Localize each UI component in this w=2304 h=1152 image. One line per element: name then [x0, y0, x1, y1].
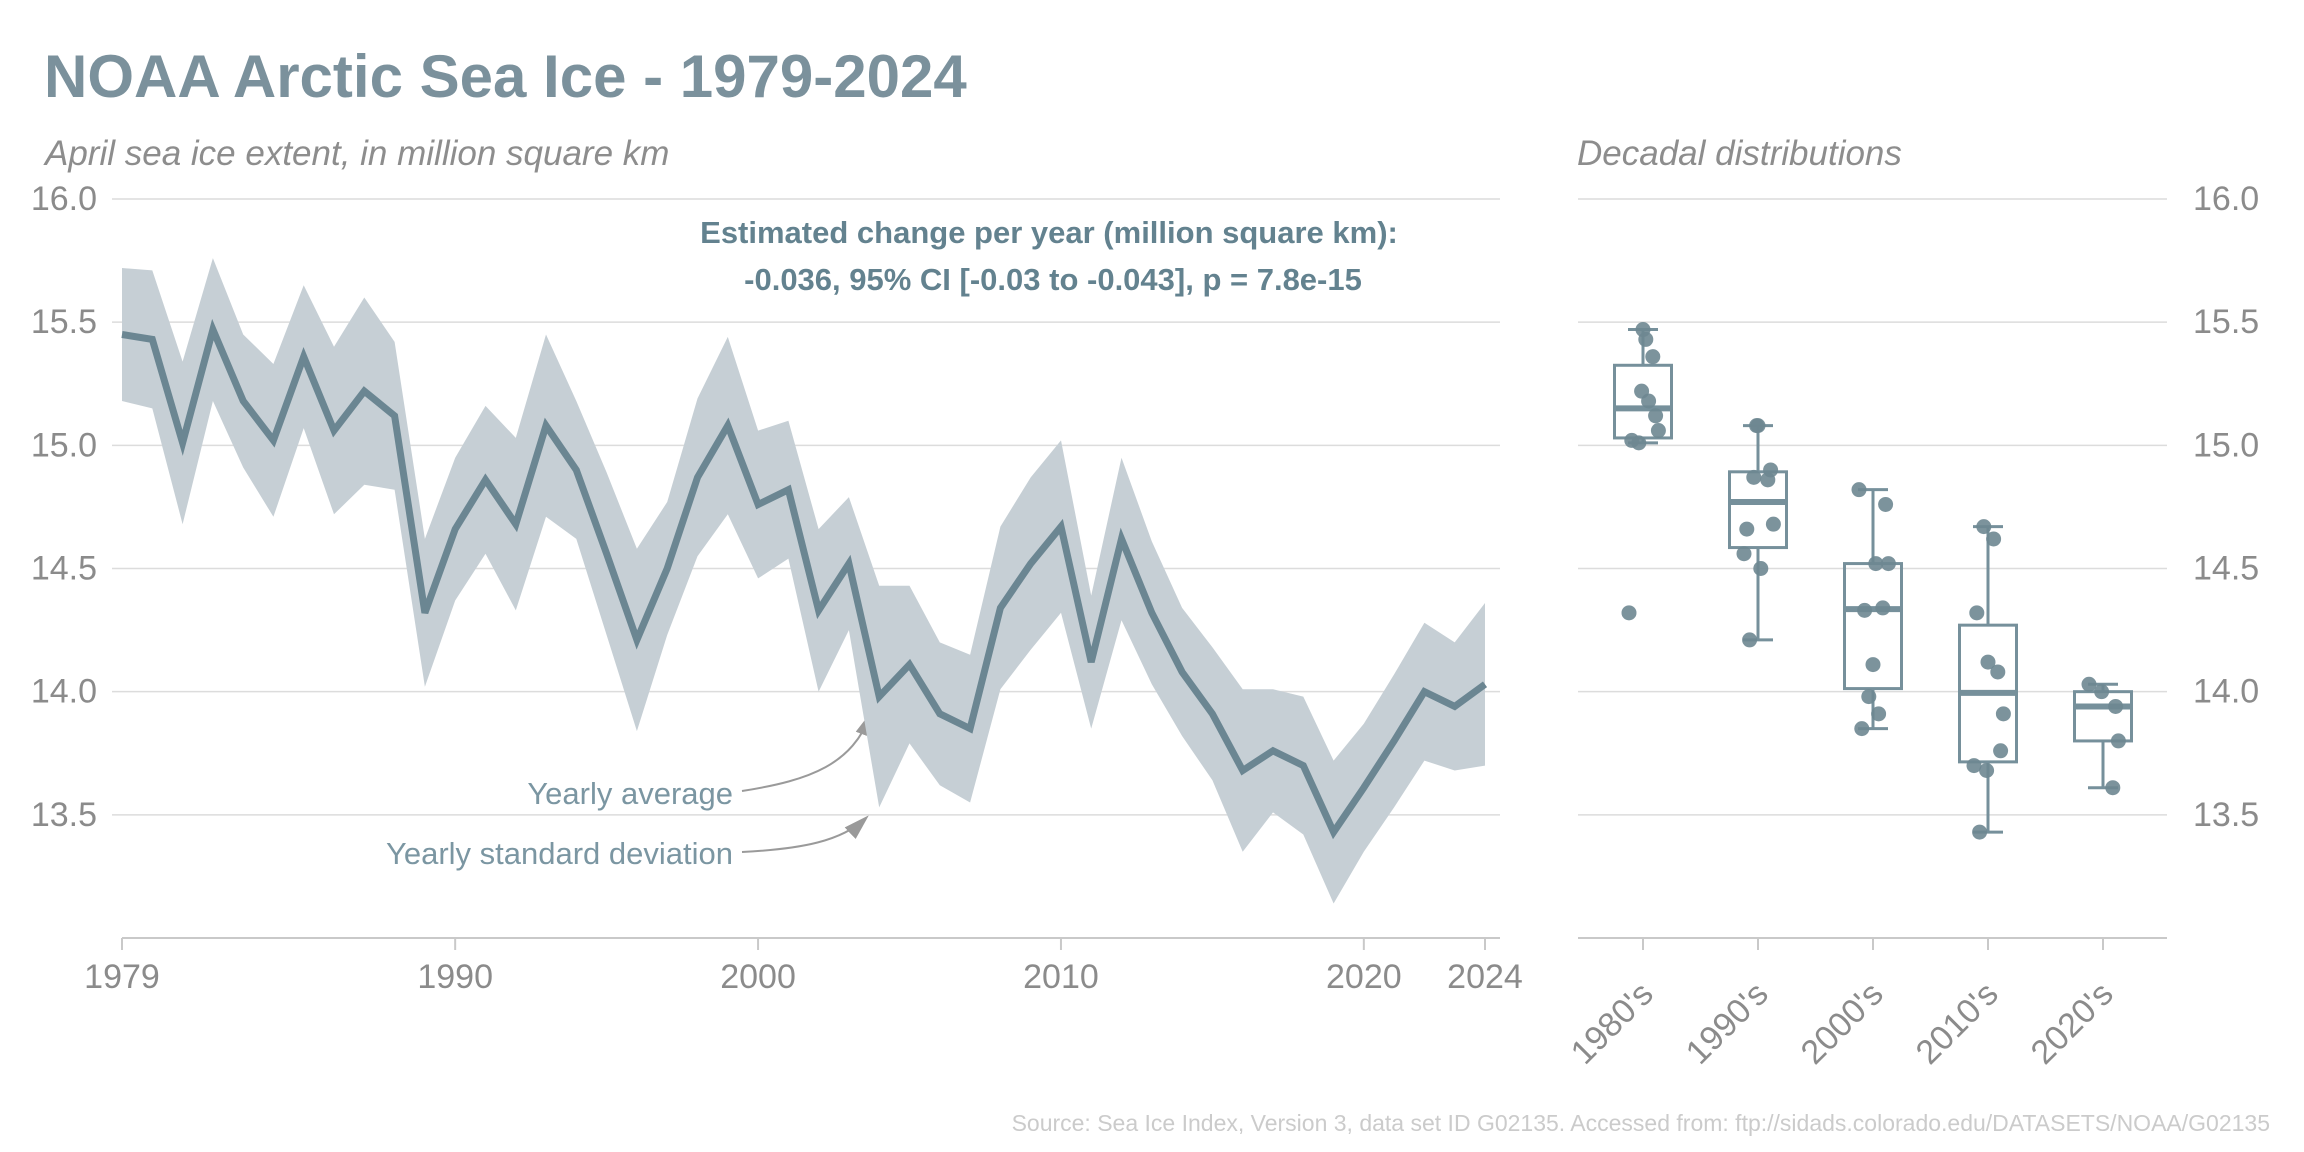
- box: [2073, 690, 2133, 743]
- trend-annotation-line1: Estimated change per year (million squar…: [700, 215, 1398, 250]
- data-point: [1742, 632, 1758, 648]
- y-axis-tick-label: 16.0: [31, 180, 97, 218]
- data-point: [1995, 706, 2011, 722]
- data-point: [1635, 322, 1651, 338]
- x-axis-tick-label: 2000: [720, 958, 796, 996]
- data-point: [1765, 516, 1781, 532]
- mean-line: [121, 318, 1488, 840]
- y-axis-tick-label: 14.0: [2193, 673, 2259, 711]
- x-axis-tick-label: 2024: [1447, 958, 1523, 996]
- y-axis-tick-label: 13.5: [2193, 796, 2259, 834]
- data-point: [1854, 721, 1870, 737]
- data-point: [1634, 383, 1650, 399]
- yearly-average-label: Yearly average: [527, 776, 733, 811]
- data-point: [1851, 482, 1867, 498]
- data-point: [2081, 676, 2097, 692]
- data-point: [1980, 654, 1996, 670]
- x-axis-category-label: 2020's: [2024, 975, 2121, 1072]
- data-point: [1753, 561, 1769, 576]
- boxplot-panel: 16.0 15.5 15.0 14.5 14.0 13.5 1980's 1990's 2000…: [1564, 180, 2260, 1072]
- data-point: [1648, 408, 1664, 424]
- data-point: [1875, 600, 1891, 616]
- timeseries-plot: 16.0 15.5 15.0 14.5 14.0 13.5 1979 1990 2000 2010…: [31, 180, 1523, 996]
- left-chart-subtitle: April sea ice extent, in million square …: [43, 134, 669, 173]
- y-axis-tick-label: 15.0: [2193, 426, 2259, 464]
- trend-annotation-line2: -0.036, 95% CI [-0.03 to -0.043], p = 7.…: [744, 262, 1362, 297]
- data-point: [1878, 496, 1894, 512]
- data-point: [1865, 657, 1881, 673]
- data-point: [1857, 602, 1873, 618]
- data-point: [1880, 556, 1896, 572]
- data-point: [2110, 733, 2126, 749]
- data-point: [1746, 469, 1762, 485]
- data-point: [1621, 605, 1637, 621]
- x-axis-tick-label: 1979: [84, 958, 160, 996]
- x-axis-tick-label: 2010: [1023, 958, 1099, 996]
- data-point: [1739, 521, 1755, 537]
- x-axis-category-label: 2010's: [1909, 975, 2006, 1072]
- x-axis-tick-label: 2020: [1326, 958, 1402, 996]
- y-axis-tick-label: 14.5: [31, 550, 97, 588]
- yearly-std-arrow: [741, 815, 869, 853]
- std-band: [122, 258, 1485, 904]
- data-point: [2105, 780, 2121, 796]
- x-axis-category-label: 1980's: [1564, 975, 1661, 1072]
- y-axis-tick-label: 16.0: [2193, 180, 2259, 218]
- y-axis-tick-label: 15.5: [2193, 303, 2259, 341]
- x-axis-category-label: 2000's: [1794, 975, 1891, 1072]
- data-point: [1624, 432, 1640, 448]
- data-point: [1993, 743, 2009, 759]
- data-point: [1868, 556, 1884, 572]
- data-point: [2108, 698, 2124, 714]
- data-point: [1763, 462, 1779, 478]
- data-point: [1871, 706, 1887, 722]
- source-footnote: Source: Sea Ice Index, Version 3, data s…: [1012, 1110, 2270, 1136]
- y-axis-tick-label: 15.5: [31, 303, 97, 341]
- y-axis-tick-label: 14.0: [31, 673, 97, 711]
- page-title: NOAA Arctic Sea Ice - 1979-2024: [44, 43, 967, 110]
- x-axis-category-label: 1990's: [1679, 975, 1776, 1072]
- y-axis-tick-label: 14.5: [2193, 550, 2259, 588]
- data-point: [1986, 531, 2002, 547]
- x-axis-tick-label: 1990: [417, 958, 493, 996]
- yearly-average-arrow: [741, 710, 873, 792]
- data-point: [1861, 689, 1877, 705]
- data-point: [1976, 519, 1992, 535]
- data-point: [2094, 684, 2110, 700]
- data-point: [1979, 762, 1995, 778]
- y-axis-tick-label: 15.0: [31, 426, 97, 464]
- data-point: [1736, 546, 1752, 562]
- yearly-std-label: Yearly standard deviation: [386, 836, 733, 871]
- data-point: [1972, 824, 1988, 840]
- data-point: [1966, 758, 1982, 774]
- data-point: [1969, 605, 1985, 621]
- data-point: [1990, 664, 2006, 680]
- data-point: [1750, 418, 1766, 434]
- data-point: [1645, 349, 1661, 365]
- right-chart-title: Decadal distributions: [1577, 134, 1902, 173]
- y-axis-tick-label: 13.5: [31, 796, 97, 834]
- data-point: [1650, 423, 1666, 439]
